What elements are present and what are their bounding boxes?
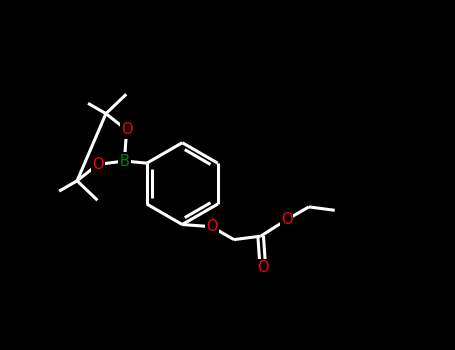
Text: B: B — [120, 154, 129, 168]
Text: O: O — [257, 260, 268, 275]
Text: O: O — [281, 212, 292, 227]
Text: O: O — [206, 219, 217, 234]
Text: O: O — [121, 122, 132, 138]
Text: O: O — [92, 157, 104, 172]
